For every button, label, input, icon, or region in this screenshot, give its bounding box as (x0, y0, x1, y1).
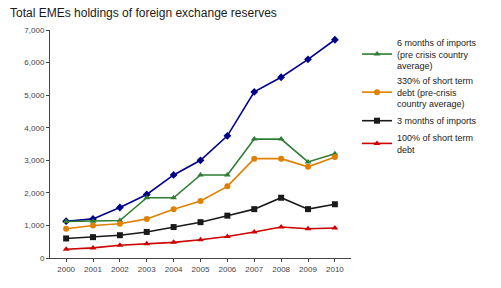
svg-text:2007: 2007 (245, 265, 263, 274)
svg-text:3 months of imports: 3 months of imports (397, 116, 477, 126)
svg-text:7,000: 7,000 (24, 26, 45, 35)
svg-text:2003: 2003 (138, 265, 156, 274)
svg-text:2005: 2005 (192, 265, 210, 274)
svg-text:1,000: 1,000 (24, 221, 45, 230)
svg-text:330% of short termdebt (pre-cr: 330% of short termdebt (pre-crisiscountr… (397, 76, 473, 109)
svg-text:2008: 2008 (272, 265, 290, 274)
svg-text:3,000: 3,000 (24, 156, 45, 165)
svg-text:4,000: 4,000 (24, 124, 45, 133)
svg-text:6 months of imports(pre crisis: 6 months of imports(pre crisis countryav… (397, 38, 477, 71)
svg-text:2010: 2010 (326, 265, 344, 274)
svg-text:2006: 2006 (218, 265, 236, 274)
svg-text:5,000: 5,000 (24, 91, 45, 100)
svg-text:6,000: 6,000 (24, 58, 45, 67)
svg-text:2,000: 2,000 (24, 189, 45, 198)
svg-text:2000: 2000 (57, 265, 75, 274)
svg-text:2009: 2009 (299, 265, 317, 274)
svg-text:2004: 2004 (165, 265, 183, 274)
svg-text:0: 0 (40, 254, 45, 263)
svg-text:2001: 2001 (84, 265, 102, 274)
svg-text:100% of short termdebt: 100% of short termdebt (397, 133, 473, 155)
svg-text:2002: 2002 (111, 265, 129, 274)
svg-text:Total EMEs holdings of foreign: Total EMEs holdings of foreign exchange … (10, 6, 277, 20)
